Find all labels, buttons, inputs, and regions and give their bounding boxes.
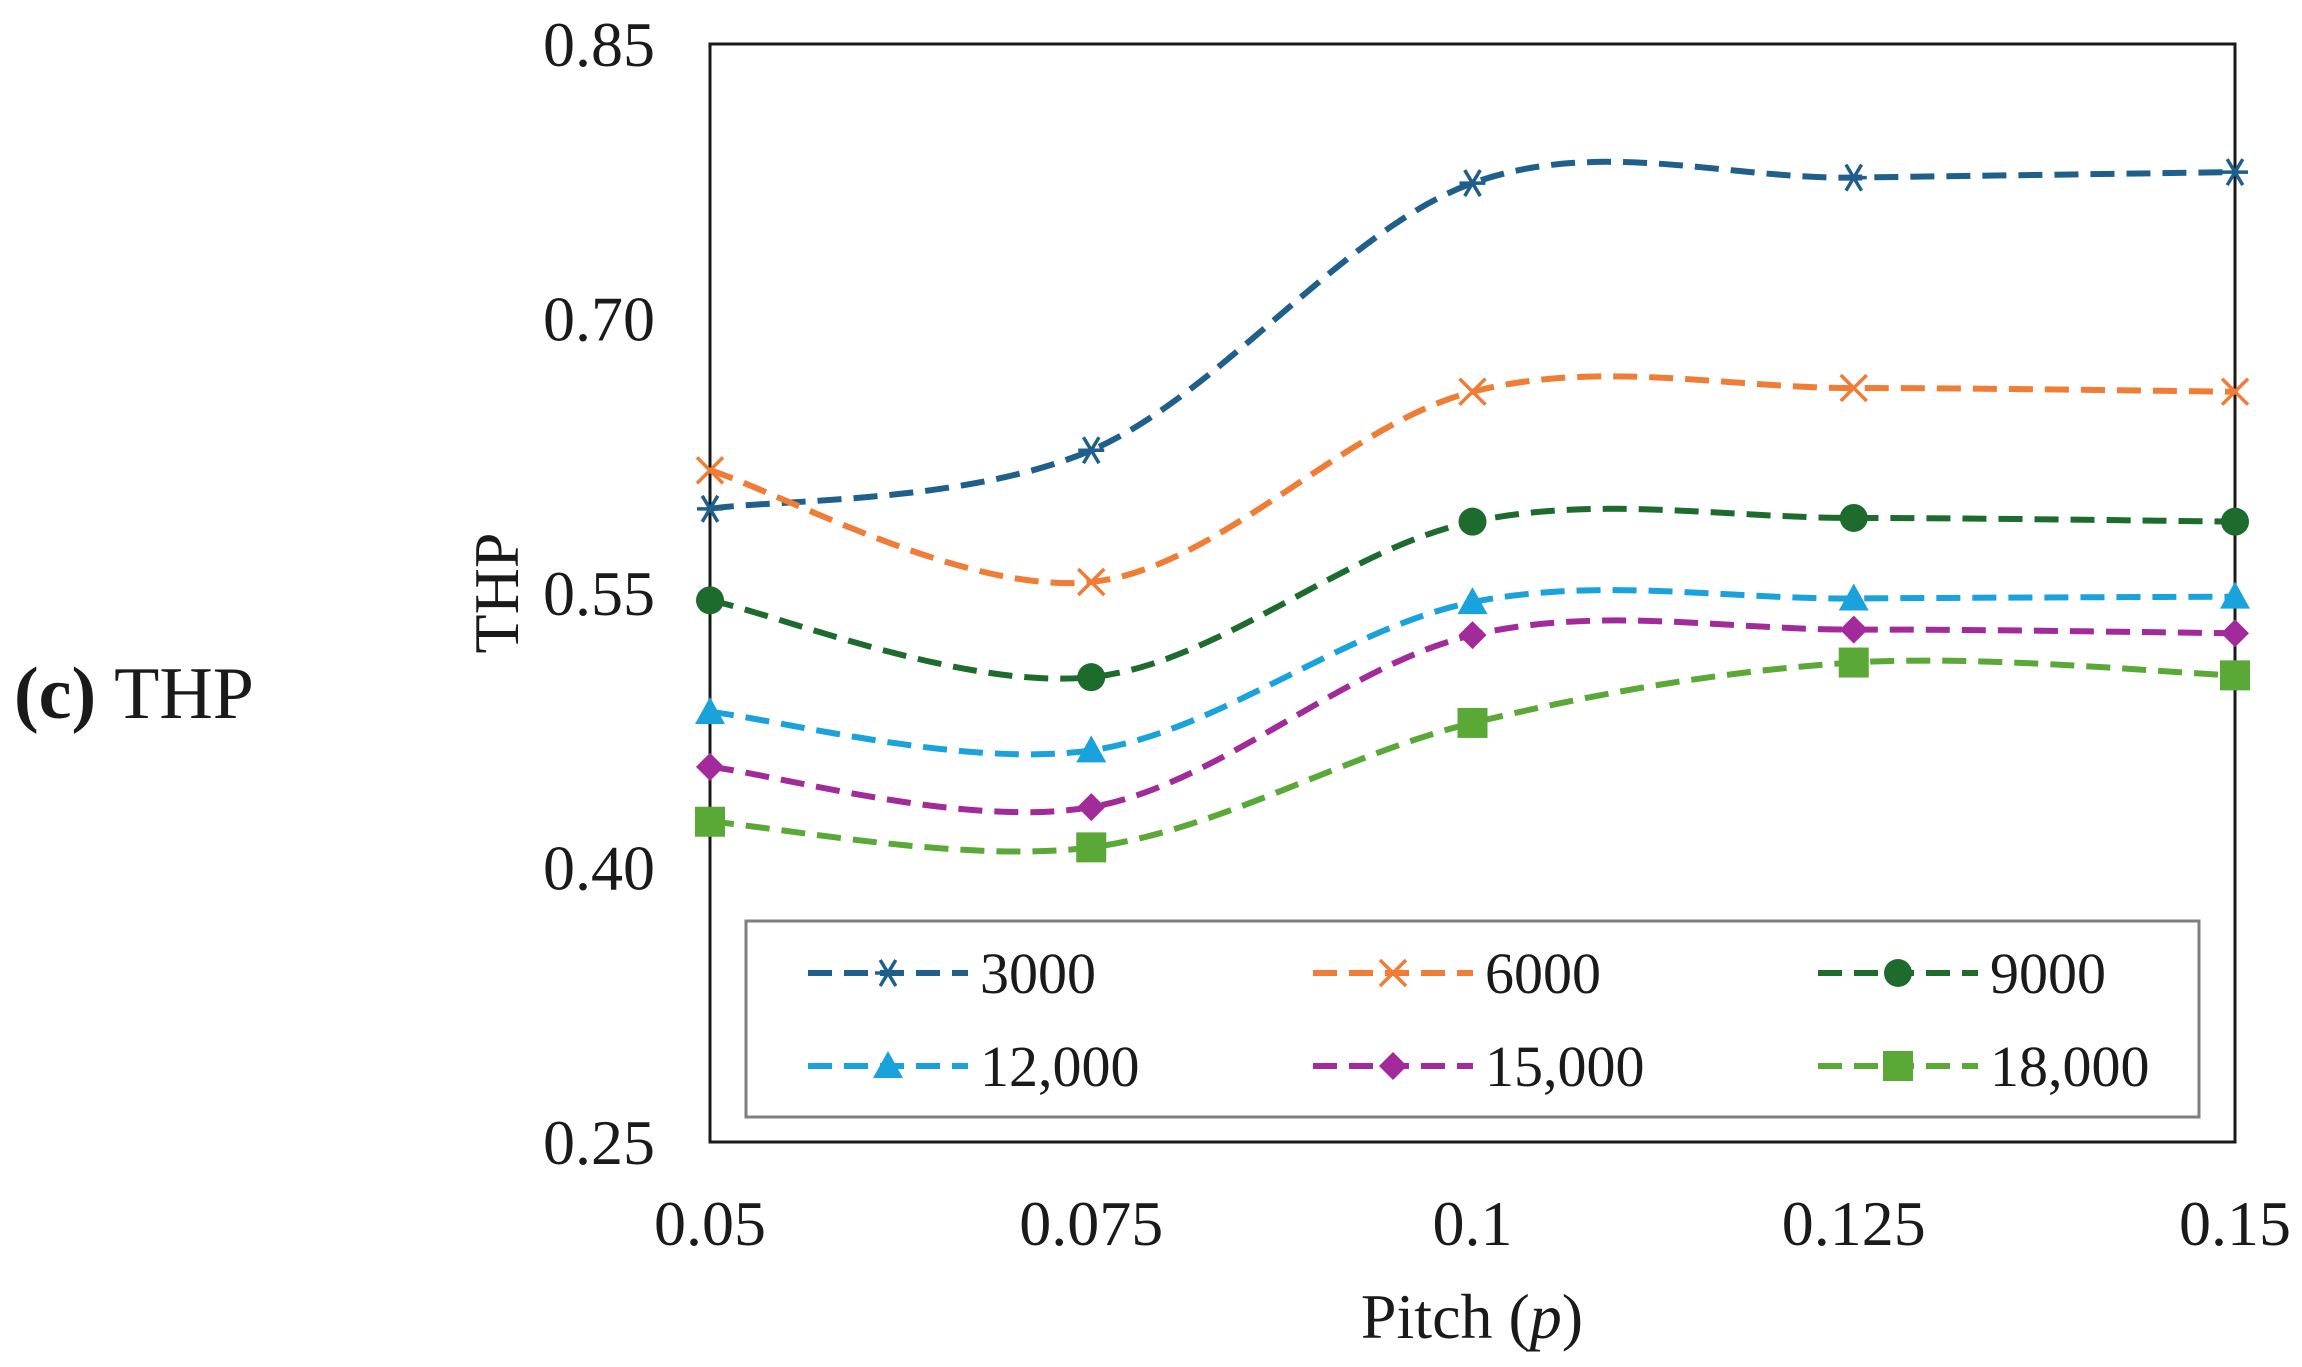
panel-label: (c) THP: [14, 653, 254, 735]
series-3000: [697, 158, 2248, 523]
legend-label: 15,000: [1485, 1034, 1645, 1099]
legend-label: 12,000: [980, 1034, 1140, 1099]
series-18000: [695, 647, 2250, 863]
data-point: [2221, 619, 2249, 648]
series-6000: [695, 373, 2250, 597]
x-tick-label: 0.1: [1433, 1188, 1513, 1259]
x-axis-title: Pitch (p): [1361, 1281, 1583, 1352]
data-point: [695, 696, 725, 724]
series-line: [709, 158, 2236, 512]
legend-marker: [1379, 1052, 1407, 1080]
x-tick-label: 0.125: [1782, 1188, 1926, 1259]
data-point: [1458, 377, 1487, 406]
y-tick-label: 0.85: [543, 9, 655, 80]
data-point: [695, 806, 725, 837]
x-axis: 0.05 0.075 0.1 0.125 0.15: [654, 1188, 2291, 1259]
series-layer: [695, 158, 2250, 863]
legend-marker: [875, 959, 901, 987]
data-point: [2220, 581, 2250, 609]
data-point: [695, 456, 725, 485]
data-point: [697, 494, 723, 523]
data-point: [1457, 707, 1488, 738]
legend-item: 9000: [1818, 941, 2106, 1006]
series-9000: [696, 503, 2249, 692]
legend-item: 3000: [808, 941, 1096, 1006]
data-point: [1458, 507, 1487, 536]
legend-item: 15,000: [1313, 1034, 1645, 1099]
series-line: [709, 373, 2236, 587]
legend-box: [744, 919, 2201, 1119]
legend-item: 6000: [1313, 941, 1601, 1006]
legend-label: 9000: [1990, 941, 2106, 1006]
legend-label: 18,000: [1990, 1034, 2150, 1099]
legend-item: 18,000: [1818, 1034, 2150, 1099]
legend: 3000 6000 9000 12,000 15,000 18,000: [744, 919, 2201, 1119]
data-point: [1458, 621, 1487, 650]
data-point: [1840, 163, 1867, 192]
panel-title: THP: [114, 653, 254, 735]
data-point: [1076, 832, 1107, 863]
panel-letter: (c): [14, 653, 96, 735]
data-point: [1839, 503, 1868, 532]
legend-marker: [1884, 959, 1912, 987]
series-line: [709, 657, 2236, 855]
data-point: [1076, 735, 1107, 763]
legend-marker: [1378, 958, 1408, 988]
y-tick-label: 0.70: [543, 284, 655, 355]
data-point: [1838, 647, 1869, 678]
data-point: [1077, 567, 1106, 597]
data-point: [1839, 373, 1868, 403]
data-point: [2222, 158, 2248, 187]
data-point: [2221, 507, 2249, 536]
data-point: [1457, 587, 1488, 615]
y-axis: 0.85 0.70 0.55 0.40 0.25: [543, 9, 655, 1178]
x-tick-label: 0.05: [654, 1188, 766, 1259]
series-15000: [696, 615, 2249, 822]
data-point: [1078, 436, 1105, 465]
legend-label: 6000: [1485, 941, 1601, 1006]
legend-marker: [1883, 1051, 1913, 1081]
legend-label: 3000: [980, 941, 1096, 1006]
data-point: [1838, 583, 1869, 611]
data-point: [2220, 377, 2250, 406]
legend-item: 12,000: [808, 1034, 1140, 1099]
x-tick-label: 0.15: [2179, 1188, 2291, 1259]
series-12000: [695, 581, 2250, 763]
data-point: [1077, 793, 1106, 822]
data-point: [1459, 169, 1486, 197]
x-tick-label: 0.075: [1019, 1188, 1163, 1259]
data-point: [2220, 660, 2250, 691]
data-point: [696, 586, 724, 615]
legend-marker: [873, 1051, 903, 1078]
y-tick-label: 0.25: [543, 1107, 655, 1178]
y-axis-title: THP: [461, 533, 532, 654]
data-point: [1839, 615, 1868, 644]
y-tick-label: 0.55: [543, 558, 655, 629]
data-point: [1077, 663, 1106, 692]
data-point: [696, 752, 724, 781]
y-tick-label: 0.40: [543, 833, 655, 904]
